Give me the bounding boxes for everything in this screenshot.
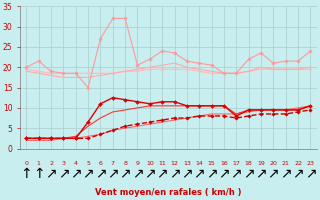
X-axis label: Vent moyen/en rafales ( km/h ): Vent moyen/en rafales ( km/h )	[95, 188, 242, 197]
